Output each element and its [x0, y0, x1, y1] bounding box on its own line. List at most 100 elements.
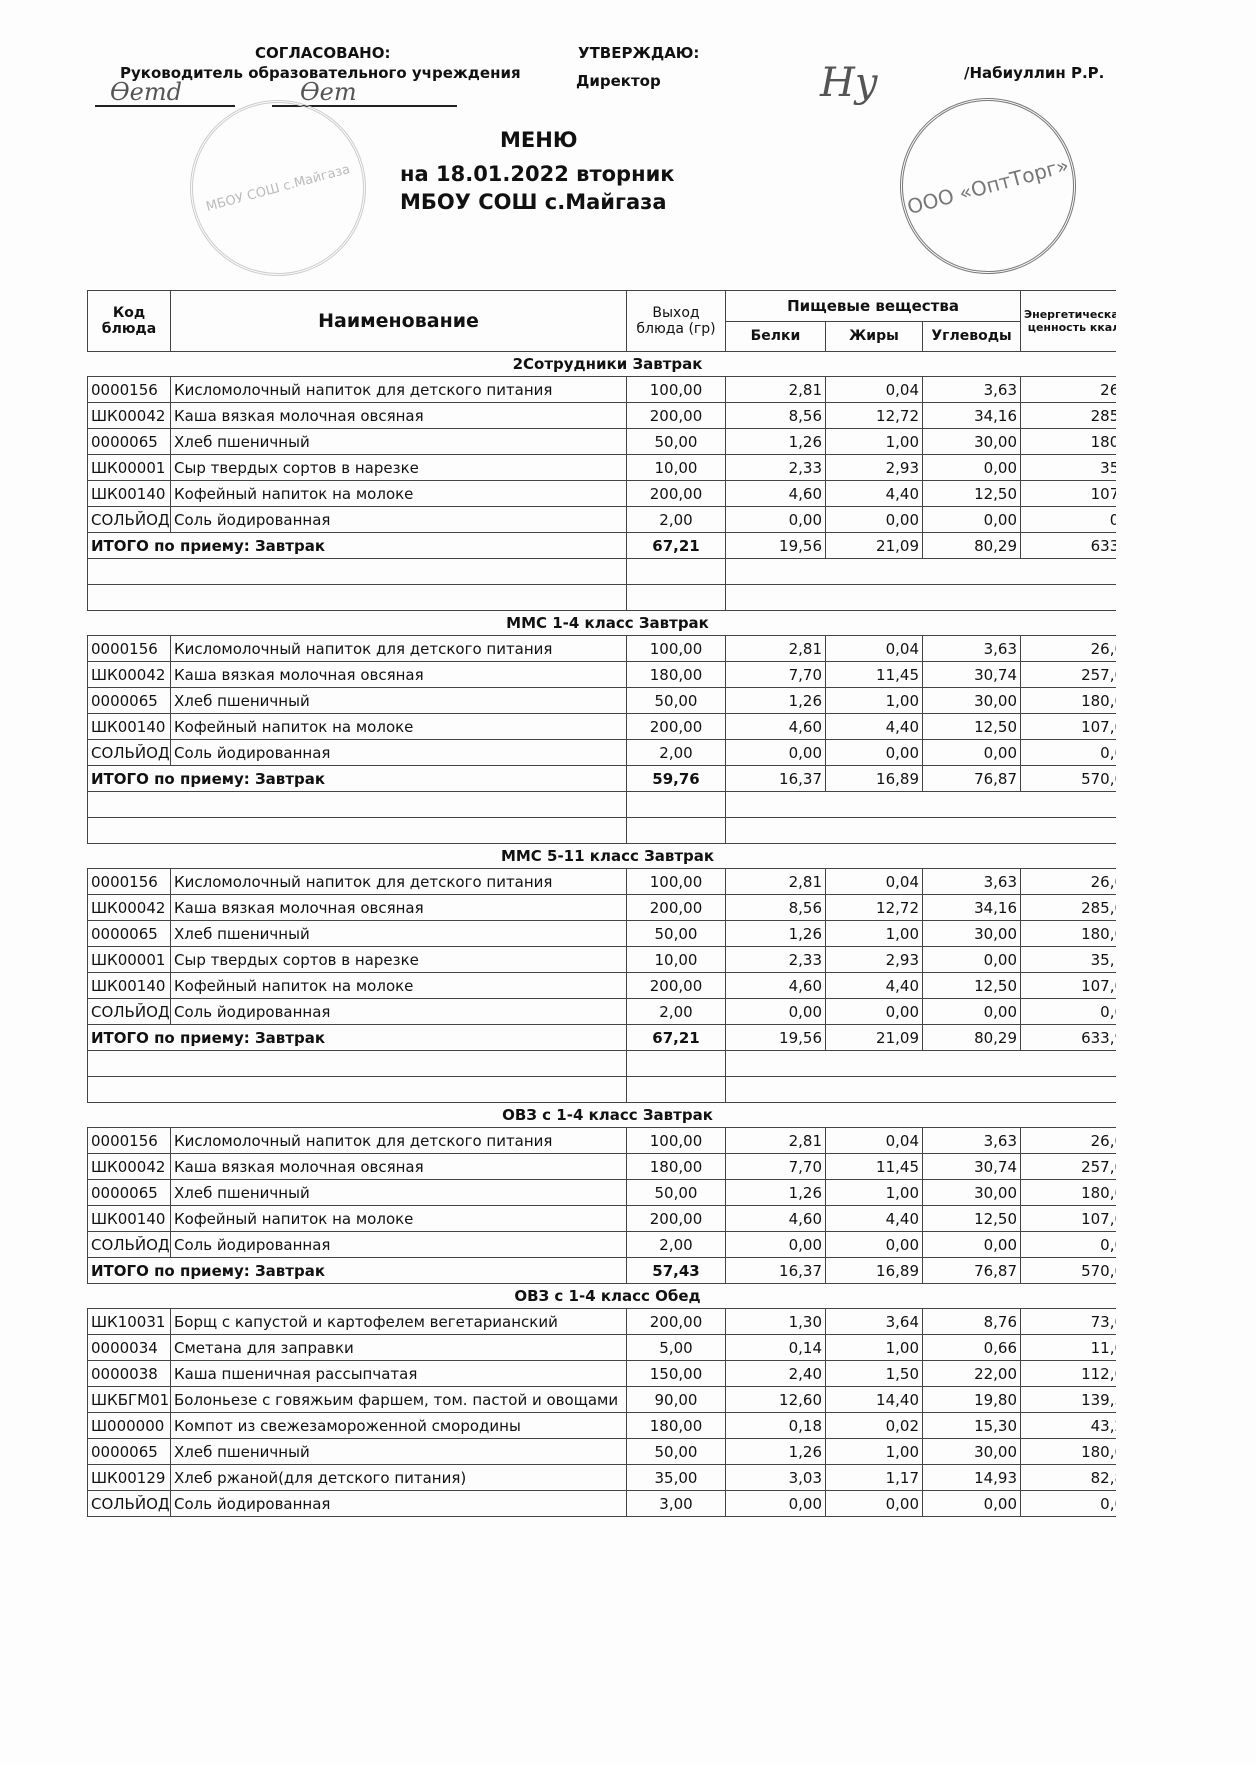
cell: 0,00: [921, 946, 1022, 973]
col-code: Код блюда: [87, 290, 171, 352]
cell: 73,0: [1020, 1308, 1116, 1335]
cell: Хлеб пшеничный: [170, 1438, 627, 1465]
cell: Хлеб пшеничный: [170, 1179, 627, 1206]
cell: 4,60: [725, 972, 826, 999]
table-row: 0000156 Кисломолочный напиток для детског…: [87, 376, 1116, 403]
table-row: СОЛЬЙОД Соль йодированная 2,00 0,00 0,00 0,00…: [87, 998, 1116, 1025]
cell: 0,00: [921, 998, 1022, 1025]
cell: Соль йодированная: [170, 1490, 627, 1517]
cell: 12,50: [921, 713, 1022, 740]
cell: 1,26: [725, 1179, 826, 1206]
cell: 2,33: [725, 454, 826, 481]
cell: СОЛЬЙОД: [87, 739, 171, 766]
cell: 107,0: [1020, 713, 1116, 740]
cell: 0,14: [725, 1334, 826, 1361]
cell: Каша вязкая молочная овсяная: [170, 1153, 627, 1180]
section-title: ММС 1-4 класс Завтрак: [506, 614, 709, 632]
total-cell: 16,37: [725, 765, 826, 792]
blank-row: [87, 791, 1116, 818]
cell: 2,33: [725, 946, 826, 973]
table-row: 0000156 Кисломолочный напиток для детског…: [87, 635, 1116, 662]
total-label: ИТОГО по приему: Завтрак: [87, 765, 627, 792]
cell: 2,93: [825, 454, 923, 481]
cell: 200,00: [626, 480, 726, 507]
cell: 26,0: [1020, 635, 1116, 662]
total-row: ИТОГО по приему: Завтрак 67,21 19,56 21,09 8…: [87, 1024, 1116, 1051]
stamp-text: ООО «ОптТорг»: [904, 152, 1072, 220]
total-cell: 633,9: [1020, 1024, 1116, 1051]
date-line: на 18.01.2022 вторник: [400, 162, 675, 186]
cell: Хлеб пшеничный: [170, 920, 627, 947]
table-row: ШК00042 Каша вязкая молочная овсяная 200,0…: [87, 402, 1116, 429]
cell: 180,0: [1020, 1179, 1116, 1206]
col-fat: Жиры: [825, 320, 923, 352]
company-stamp: ООО «ОптТорг»: [880, 78, 1096, 294]
blank-row: [87, 817, 1116, 844]
cell: 150,00: [626, 1360, 726, 1387]
cell: 0000038: [87, 1360, 171, 1387]
cell: 1,26: [725, 428, 826, 455]
cell: СОЛЬЙОД: [87, 506, 171, 533]
section-title: 2Сотрудники Завтрак: [512, 355, 703, 373]
cell: 2,00: [626, 739, 726, 766]
cell: ШК00140: [87, 713, 171, 740]
total-cell: 570,0: [1020, 765, 1116, 792]
cell: 4,40: [825, 480, 923, 507]
cell: 1,00: [825, 920, 923, 947]
cell: Кисломолочный напиток для детского питан…: [170, 1127, 627, 1154]
cell: 285,0: [1020, 894, 1116, 921]
cell: 3,03: [725, 1464, 826, 1491]
cell: 107,0: [1020, 1205, 1116, 1232]
approve-label: УТВЕРЖДАЮ:: [578, 44, 700, 62]
cell: 2,81: [725, 635, 826, 662]
cell: 100,00: [626, 635, 726, 662]
cell: 15,30: [921, 1412, 1022, 1439]
cell: 0,00: [921, 506, 1022, 533]
cell: Кофейный напиток на молоке: [170, 1205, 627, 1232]
cell: 5,00: [626, 1334, 726, 1361]
cell: 180,00: [626, 661, 726, 688]
table-row: 0000065 Хлеб пшеничный 50,00 1,26 1,00 30,00 1…: [87, 1438, 1116, 1465]
cell: 2,00: [626, 1231, 726, 1258]
agreed-label: СОГЛАСОВАНО:: [255, 44, 391, 62]
cell: 107,0: [1020, 972, 1116, 999]
cell: 0,00: [725, 1231, 826, 1258]
cell: 35,1: [1020, 946, 1116, 973]
cell: 0,02: [825, 1412, 923, 1439]
total-cell: 21,09: [825, 532, 923, 559]
cell: 0000034: [87, 1334, 171, 1361]
cell: Кофейный напиток на молоке: [170, 480, 627, 507]
col-nutrients: Пищевые вещества: [724, 290, 1022, 322]
total-cell: 57,43: [626, 1257, 726, 1284]
table-row: ШК00129 Хлеб ржаной(для детского питания)…: [87, 1464, 1116, 1491]
cell: Сметана для заправки: [170, 1334, 627, 1361]
table-row: СОЛЬЙОД Соль йодированная 2,00 0,00 0,00 0,00…: [87, 506, 1116, 533]
total-row: ИТОГО по приему: Завтрак 57,43 16,37 16,89 7…: [87, 1257, 1116, 1284]
total-cell: 19,56: [725, 532, 826, 559]
cell: 12,50: [921, 480, 1022, 507]
cell: 34,16: [921, 894, 1022, 921]
cell: 0000065: [87, 1438, 171, 1465]
cell: 12,50: [921, 1205, 1022, 1232]
total-row: ИТОГО по приему: Завтрак 67,21 19,56 21,09 8…: [87, 532, 1116, 559]
cell: 26,0: [1020, 868, 1116, 895]
cell: Хлеб ржаной(для детского питания): [170, 1464, 627, 1491]
section-title: ОВЗ с 1-4 класс Обед: [514, 1287, 701, 1305]
section-title-row: 2Сотрудники Завтрак: [88, 352, 1117, 377]
cell: 0,0: [1020, 998, 1116, 1025]
cell: 112,0: [1020, 1360, 1116, 1387]
table-row: ШК00140 Кофейный напиток на молоке 200,00 4…: [87, 713, 1116, 740]
cell: 100,00: [626, 1127, 726, 1154]
cell: 4,40: [825, 1205, 923, 1232]
table-row: 0000065 Хлеб пшеничный 50,00 1,26 1,00 30,00 1…: [87, 920, 1116, 947]
cell: ШК00042: [87, 894, 171, 921]
cell: 0,00: [825, 1490, 923, 1517]
cell: 1,00: [825, 1179, 923, 1206]
table-row: ШК10031 Борщ с капустой и картофелем веге…: [87, 1308, 1116, 1335]
cell: 8,56: [725, 894, 826, 921]
cell: Борщ с капустой и картофелем вегетарианс…: [170, 1308, 627, 1335]
cell: 0000156: [87, 868, 171, 895]
cell: 50,00: [626, 1438, 726, 1465]
cell: 1,30: [725, 1308, 826, 1335]
